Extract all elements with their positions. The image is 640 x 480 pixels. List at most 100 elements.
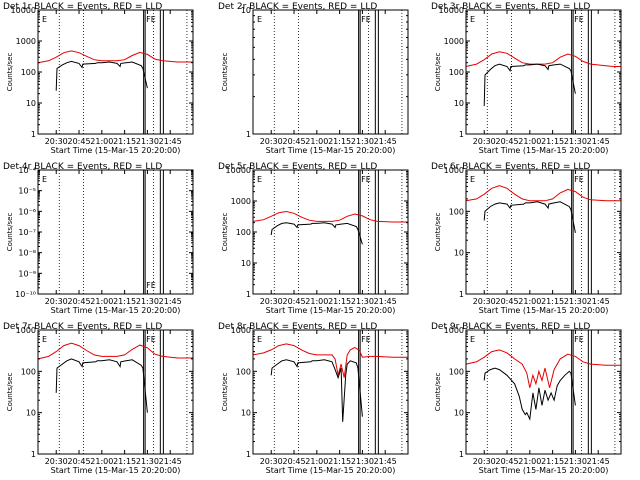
y-axis-label: Counts/sec bbox=[6, 53, 14, 92]
plot-frame bbox=[37, 9, 194, 135]
y-tick-label: 1000 bbox=[444, 326, 464, 335]
x-tick-label: 21:15 bbox=[328, 137, 351, 146]
x-axis-label: Start Time (15-Mar-15 20:20:00) bbox=[51, 466, 181, 475]
x-tick-label: 21:45 bbox=[374, 297, 397, 306]
detector-panel: Det 9r BLACK = Events, RED = LLD E FE 1 10 10… bbox=[431, 322, 622, 475]
y-axis-label: Counts/sec bbox=[434, 53, 442, 92]
x-tick-label: 21:15 bbox=[113, 297, 136, 306]
marker-label: E bbox=[42, 15, 47, 24]
y-tick-label: 1000 bbox=[444, 166, 464, 175]
detector-panel: Det 3r BLACK = Events, RED = LLD E FE 1 10 10… bbox=[431, 2, 622, 155]
x-axis-label: Start Time (15-Mar-15 20:20:00) bbox=[266, 466, 396, 475]
y-tick-label: 100 bbox=[449, 68, 464, 77]
y-tick-label: 10⁻⁹ bbox=[18, 269, 36, 278]
x-tick-label: 20:45 bbox=[67, 457, 90, 466]
marker-label: FE bbox=[146, 281, 156, 290]
detector-panel: Det 4r BLACK = Events, RED = LLD E FE 10⁻¹⁰… bbox=[3, 162, 194, 315]
events-series-line bbox=[55, 60, 148, 91]
detector-panel: Det 7r BLACK = Events, RED = LLD E FE 1 10 10… bbox=[3, 322, 194, 475]
y-tick-label: 10⁻¹⁰ bbox=[15, 290, 36, 299]
x-tick-label: 20:45 bbox=[67, 297, 90, 306]
x-tick-label: 21:00 bbox=[518, 297, 541, 306]
marker-label: E bbox=[42, 335, 47, 344]
y-tick-label: 100 bbox=[21, 367, 36, 376]
y-axis-label: Counts/sec bbox=[221, 373, 229, 412]
marker-label: E bbox=[257, 175, 262, 184]
y-tick-label: 1 bbox=[246, 290, 251, 299]
x-tick-label: 21:00 bbox=[305, 137, 328, 146]
detector-panel: Det 8r BLACK = Events, RED = LLD E FE 1 10 10… bbox=[218, 322, 409, 475]
x-tick-label: 20:45 bbox=[282, 297, 305, 306]
x-tick-label: 20:45 bbox=[282, 457, 305, 466]
x-tick-label: 21:30 bbox=[136, 297, 159, 306]
panel-title: Det 8r BLACK = Events, RED = LLD bbox=[218, 322, 377, 332]
events-series-line bbox=[483, 63, 576, 107]
plot-frame bbox=[252, 169, 409, 295]
marker-label: E bbox=[470, 175, 475, 184]
y-axis-label: Counts/sec bbox=[6, 373, 14, 412]
y-tick-label: 10⁻⁴ bbox=[18, 166, 36, 175]
x-tick-label: 21:15 bbox=[541, 297, 564, 306]
x-tick-label: 20:30 bbox=[473, 457, 496, 466]
y-tick-label: 1000 bbox=[16, 37, 36, 46]
x-tick-label: 21:00 bbox=[90, 457, 113, 466]
panel-title: Det 7r BLACK = Events, RED = LLD bbox=[3, 322, 162, 332]
events-series-line bbox=[270, 222, 363, 245]
marker-label: E bbox=[470, 335, 475, 344]
y-tick-label: 10 bbox=[454, 99, 464, 108]
x-tick-label: 20:30 bbox=[45, 137, 68, 146]
plot-frame bbox=[465, 169, 622, 295]
y-tick-label: 1 bbox=[31, 130, 36, 139]
y-tick-label: 100 bbox=[236, 367, 251, 376]
detector-panel: Det 1r BLACK = Events, RED = LLD E FE 1 10 10… bbox=[3, 2, 194, 155]
plot-frame bbox=[465, 329, 622, 455]
x-tick-label: 20:30 bbox=[45, 297, 68, 306]
x-tick-label: 20:45 bbox=[495, 457, 518, 466]
events-series-line bbox=[55, 358, 148, 413]
x-tick-label: 21:00 bbox=[518, 137, 541, 146]
x-axis-label: Start Time (15-Mar-15 20:20:00) bbox=[266, 306, 396, 315]
marker-label: FE bbox=[146, 15, 156, 24]
x-tick-label: 20:45 bbox=[495, 297, 518, 306]
y-tick-label: 1000 bbox=[231, 326, 251, 335]
plot-frame bbox=[37, 169, 194, 295]
y-tick-label: 10⁻⁶ bbox=[18, 207, 36, 216]
x-tick-label: 21:00 bbox=[518, 457, 541, 466]
y-tick-label: 10000 bbox=[11, 6, 36, 15]
y-tick-label: 10000 bbox=[226, 166, 251, 175]
y-axis-label: Counts/sec bbox=[434, 373, 442, 412]
x-tick-label: 21:00 bbox=[305, 457, 328, 466]
x-tick-label: 20:45 bbox=[495, 137, 518, 146]
x-tick-label: 21:30 bbox=[136, 457, 159, 466]
x-axis-label: Start Time (15-Mar-15 20:20:00) bbox=[266, 146, 396, 155]
panel-title: Det 3r BLACK = Events, RED = LLD bbox=[431, 2, 590, 12]
panel-title: Det 5r BLACK = Events, RED = LLD bbox=[218, 162, 377, 172]
detector-panel: Det 2r BLACK = Events, RED = LLD E FE 1 10 Co… bbox=[218, 2, 409, 155]
x-tick-label: 21:45 bbox=[159, 297, 182, 306]
x-tick-label: 21:00 bbox=[90, 297, 113, 306]
y-tick-label: 1 bbox=[459, 290, 464, 299]
y-tick-label: 100 bbox=[236, 228, 251, 237]
x-tick-label: 20:30 bbox=[473, 297, 496, 306]
y-tick-label: 1000 bbox=[231, 197, 251, 206]
x-tick-label: 21:00 bbox=[90, 137, 113, 146]
x-tick-label: 21:15 bbox=[113, 457, 136, 466]
marker-label: FE bbox=[574, 335, 584, 344]
y-tick-label: 10 bbox=[241, 6, 251, 15]
x-tick-label: 21:30 bbox=[564, 457, 587, 466]
lld-series-line bbox=[465, 51, 621, 67]
y-tick-label: 10 bbox=[454, 409, 464, 418]
x-axis-label: Start Time (15-Mar-15 20:20:00) bbox=[479, 306, 609, 315]
panel-title: Det 2r BLACK = Events, RED = LLD bbox=[218, 2, 377, 12]
y-tick-label: 1000 bbox=[16, 326, 36, 335]
x-tick-label: 21:30 bbox=[564, 137, 587, 146]
x-tick-label: 21:15 bbox=[113, 137, 136, 146]
y-tick-label: 100 bbox=[449, 207, 464, 216]
x-tick-label: 21:30 bbox=[136, 137, 159, 146]
y-axis-label: Counts/sec bbox=[434, 213, 442, 252]
lld-series-line bbox=[252, 343, 408, 378]
plot-frame bbox=[252, 329, 409, 455]
y-tick-label: 10 bbox=[241, 259, 251, 268]
y-tick-label: 10 bbox=[454, 249, 464, 258]
x-tick-label: 20:30 bbox=[45, 457, 68, 466]
